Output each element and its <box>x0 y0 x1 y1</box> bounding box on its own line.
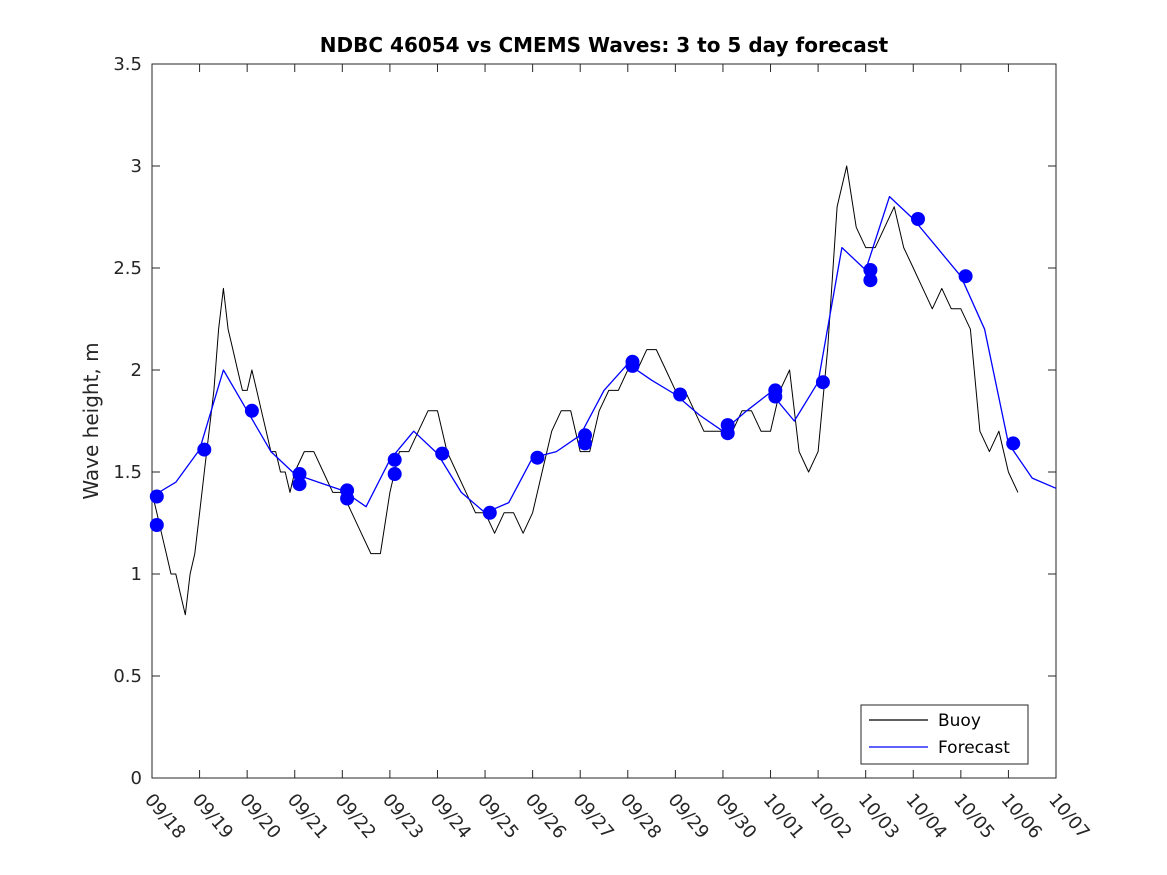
forecast-marker <box>720 426 735 441</box>
forecast-marker <box>387 467 402 481</box>
forecast-marker <box>149 518 164 532</box>
forecast-marker <box>197 442 212 457</box>
y-tick-label: 0.5 <box>113 666 142 687</box>
legend-box <box>860 704 1029 765</box>
y-tick-label: 1.5 <box>113 462 142 483</box>
legend-label-buoy: Buoy <box>938 711 981 731</box>
forecast-markers <box>149 212 1021 532</box>
forecast-marker <box>530 450 545 465</box>
y-ticks: 0 0.5 1 1.5 2 2.5 3 3.5 <box>113 54 1056 789</box>
forecast-marker <box>578 436 592 451</box>
forecast-marker <box>292 467 307 481</box>
legend: Buoy Forecast <box>860 704 1029 765</box>
forecast-marker <box>149 489 164 504</box>
y-tick-label: 0 <box>131 768 142 789</box>
y-tick-label: 2 <box>131 360 142 381</box>
plot-area <box>151 63 1057 779</box>
forecast-marker <box>387 452 402 467</box>
forecast-marker <box>911 212 925 226</box>
forecast-marker <box>1006 436 1021 451</box>
y-tick-label: 3.5 <box>113 54 142 75</box>
forecast-marker <box>435 446 450 461</box>
forecast-marker <box>482 505 497 520</box>
forecast-marker <box>958 269 973 284</box>
series-line-buoy <box>151 165 1019 616</box>
y-tick-label: 3 <box>131 156 142 177</box>
forecast-marker <box>815 375 830 390</box>
legend-label-forecast: Forecast <box>938 738 1010 758</box>
forecast-marker <box>625 358 640 373</box>
forecast-marker <box>244 403 259 418</box>
forecast-marker <box>673 387 688 402</box>
y-axis-label: Wave height, m <box>79 342 103 499</box>
forecast-marker <box>863 263 878 277</box>
forecast-marker <box>768 389 783 404</box>
forecast-marker <box>340 491 355 506</box>
y-tick-label: 1 <box>131 564 142 585</box>
chart-title: NDBC 46054 vs CMEMS Waves: 3 to 5 day fo… <box>320 33 889 57</box>
forecast-marker <box>863 273 878 288</box>
y-tick-label: 2.5 <box>113 258 142 279</box>
forecast-marker <box>292 477 307 492</box>
